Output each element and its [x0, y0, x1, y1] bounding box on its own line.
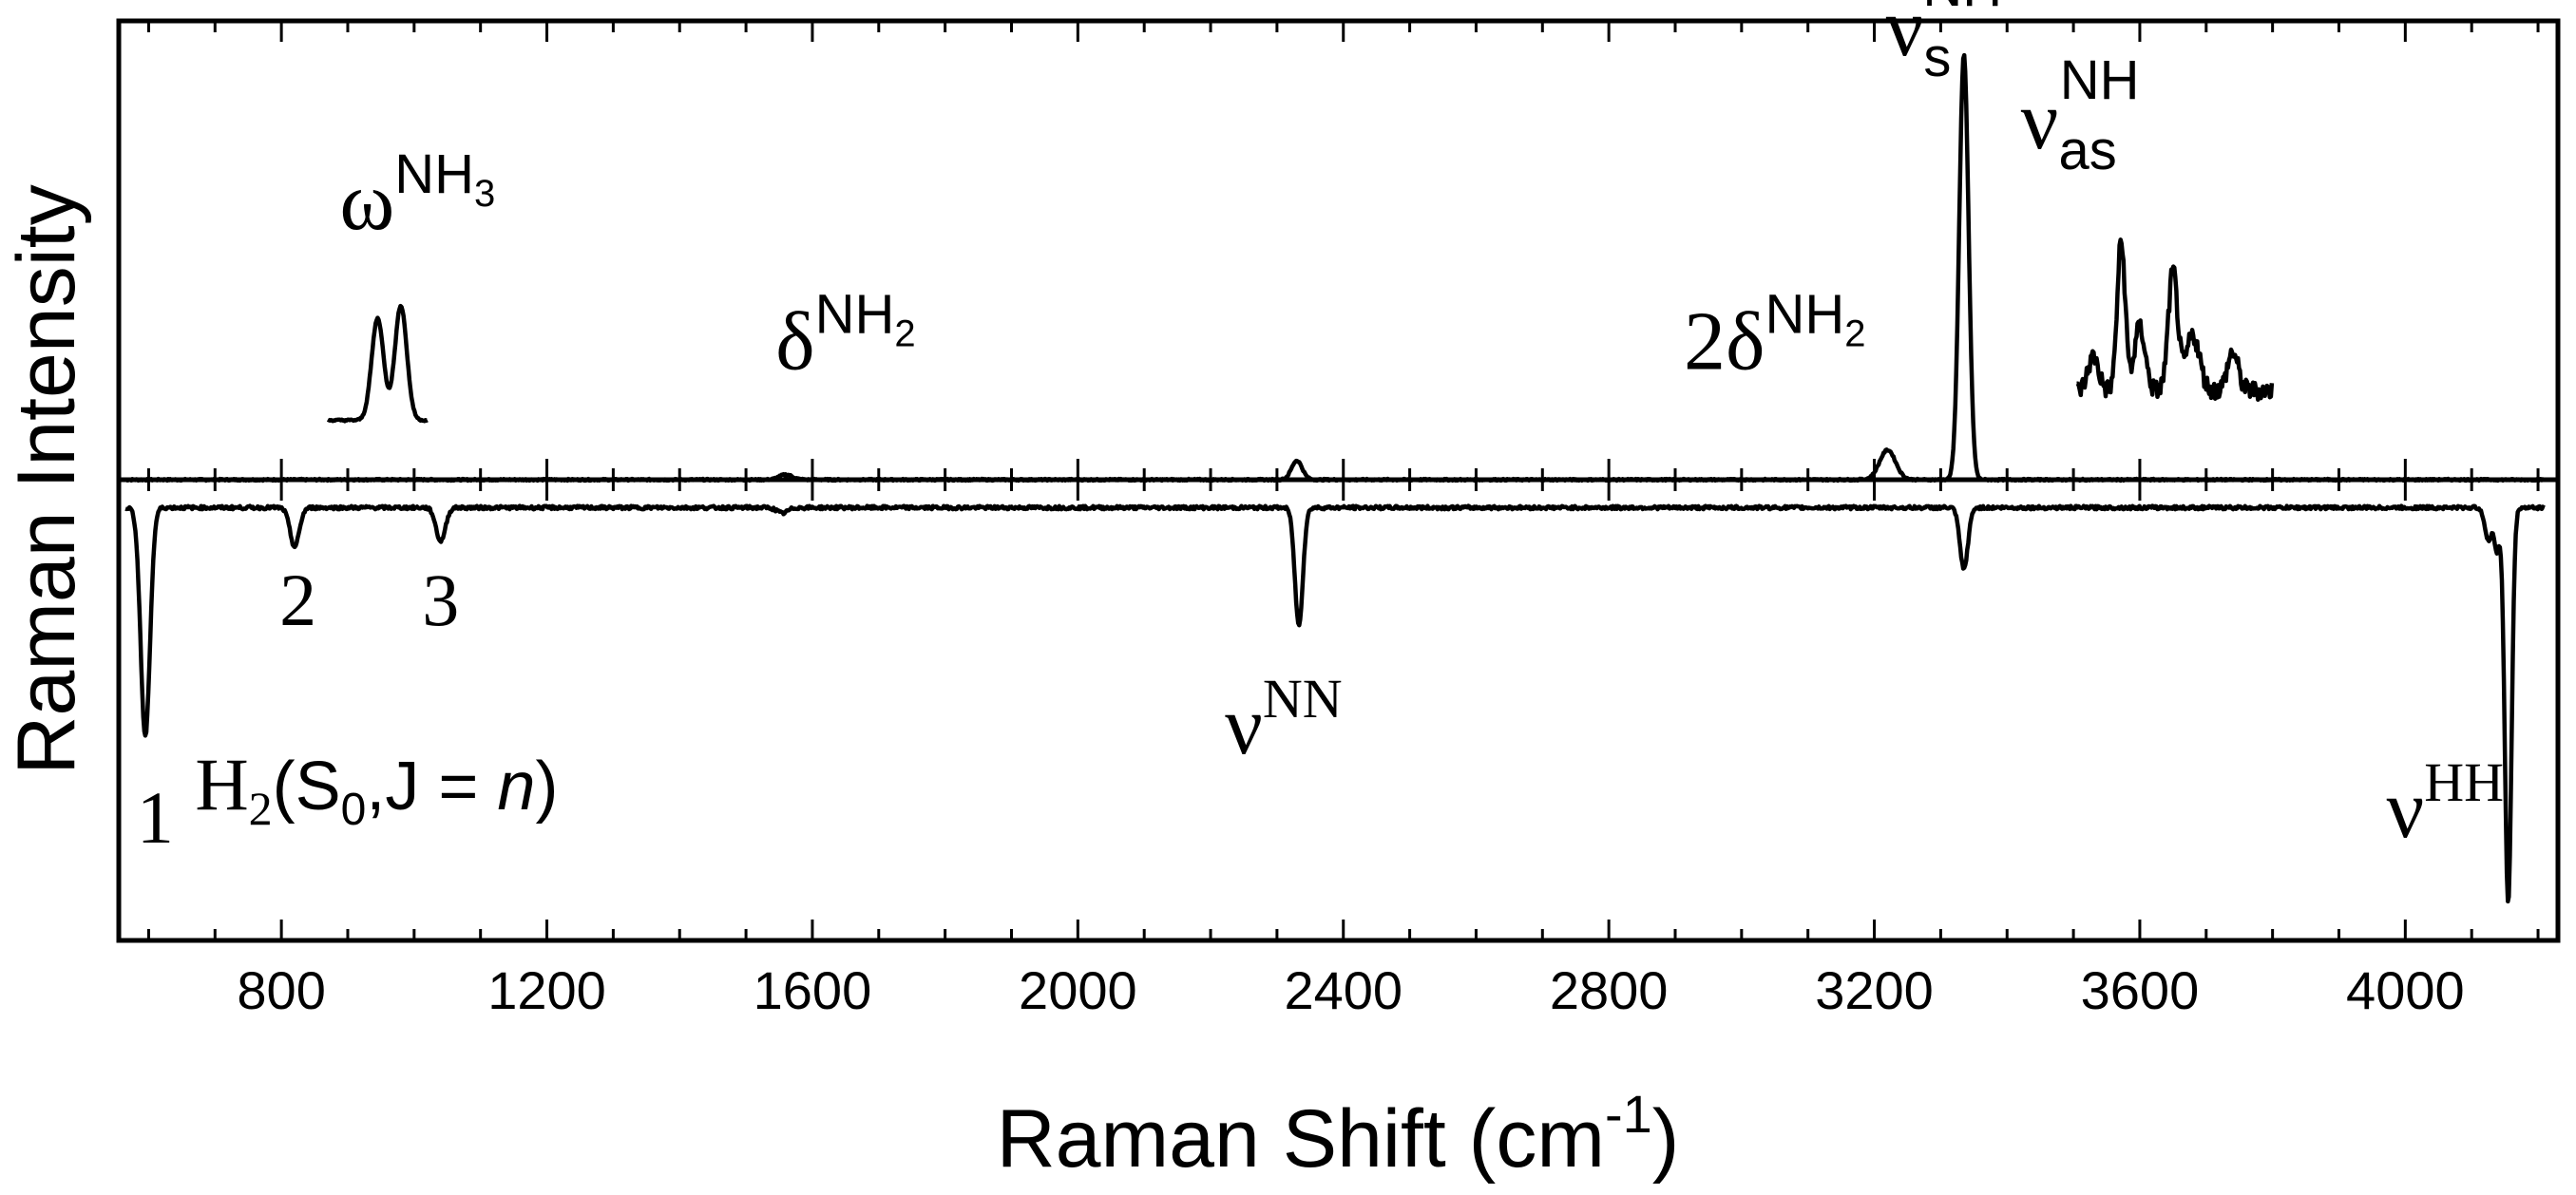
h2-series-label: H2(S0,J = n): [195, 743, 558, 835]
nu-hh-label: νHH: [2386, 751, 2504, 856]
peak-number-label: 1: [137, 776, 174, 859]
two-delta-label: 2δNH2: [1684, 284, 1866, 389]
nu-nn-label: νNN: [1225, 668, 1343, 772]
peak-annotations: ωNH3 δNH2 2δNH2 νsNHνasNH H2(S0,J = n) νNN νHH…: [137, 0, 2504, 859]
top-panel-series: [124, 52, 2547, 484]
omega-label: ωNH3: [339, 143, 495, 248]
x-tick-label: 2800: [1550, 960, 1669, 1020]
top-series-1: [326, 303, 429, 424]
nu-as-label: νasNH: [2021, 49, 2140, 181]
bottom-panel-series: [124, 503, 2547, 904]
x-tick-label: 800: [237, 960, 325, 1020]
bottom-series-0: [124, 503, 2547, 904]
x-axis-tick-labels: 800 1200 1600 2000 2400 2800 3200 3600 4000: [237, 960, 2464, 1020]
peak-number-label: 2: [279, 559, 316, 641]
x-tick-label: 2400: [1284, 960, 1402, 1020]
x-tick-label: 1600: [754, 960, 872, 1020]
delta-label: δNH2: [775, 284, 916, 389]
x-tick-label: 3200: [1815, 960, 1934, 1020]
nu-s-label: νsNH: [1886, 0, 2003, 88]
top-panel-frame: [116, 18, 2561, 483]
x-tick-label: 2000: [1019, 960, 1137, 1020]
x-tick-label: 1200: [487, 960, 606, 1020]
x-tick-label: 4000: [2346, 960, 2465, 1020]
y-axis-title: Raman Intensity: [1, 184, 92, 774]
x-axis-ticks: [146, 21, 2540, 940]
peak-number-label: 3: [422, 559, 459, 641]
top-series-0: [124, 52, 2547, 484]
x-tick-label: 3600: [2081, 960, 2200, 1020]
top-series-2: [2075, 237, 2275, 402]
x-axis-title: Raman Shift (cm-1): [997, 1084, 1680, 1185]
